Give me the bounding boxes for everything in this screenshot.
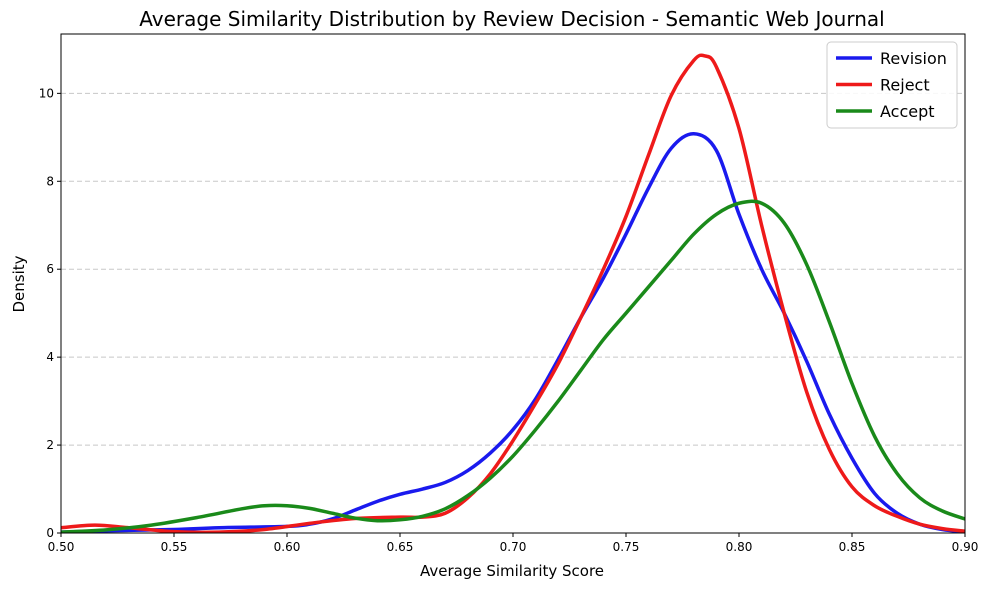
y-tick-label: 2 <box>46 438 54 452</box>
x-tick-label: 0.60 <box>274 540 301 554</box>
chart-title: Average Similarity Distribution by Revie… <box>139 7 884 31</box>
series-line-accept <box>61 199 965 533</box>
legend-label-reject: Reject <box>880 76 930 95</box>
x-axis-ticks: 0.50 0.55 0.60 0.65 0.70 0.75 0.80 0.85 0.90 <box>48 533 979 554</box>
legend-box <box>826 41 958 129</box>
x-axis-label: Average Similarity Score <box>420 562 604 580</box>
x-tick-label: 0.85 <box>839 540 866 554</box>
y-tick-label: 0 <box>46 526 54 540</box>
x-tick-label: 0.70 <box>500 540 527 554</box>
x-tick-label: 0.75 <box>613 540 640 554</box>
legend: Revision Reject Accept <box>826 41 958 129</box>
legend-label-revision: Revision <box>880 49 947 68</box>
series-line-revision <box>61 132 965 533</box>
series-line-reject <box>61 53 965 533</box>
x-tick-label: 0.65 <box>387 540 414 554</box>
x-tick-label: 0.50 <box>48 540 75 554</box>
y-axis-label: Density <box>10 255 28 312</box>
y-axis-ticks: 0 2 4 6 8 10 <box>39 86 61 540</box>
y-tick-label: 8 <box>46 174 54 188</box>
y-tick-label: 10 <box>39 86 54 100</box>
legend-label-accept: Accept <box>880 102 935 121</box>
x-tick-label: 0.90 <box>952 540 979 554</box>
series-lines <box>61 53 965 533</box>
x-tick-label: 0.80 <box>726 540 753 554</box>
x-tick-label: 0.55 <box>161 540 188 554</box>
y-tick-label: 6 <box>46 262 54 276</box>
y-tick-label: 4 <box>46 350 54 364</box>
grid-lines <box>61 92 965 446</box>
